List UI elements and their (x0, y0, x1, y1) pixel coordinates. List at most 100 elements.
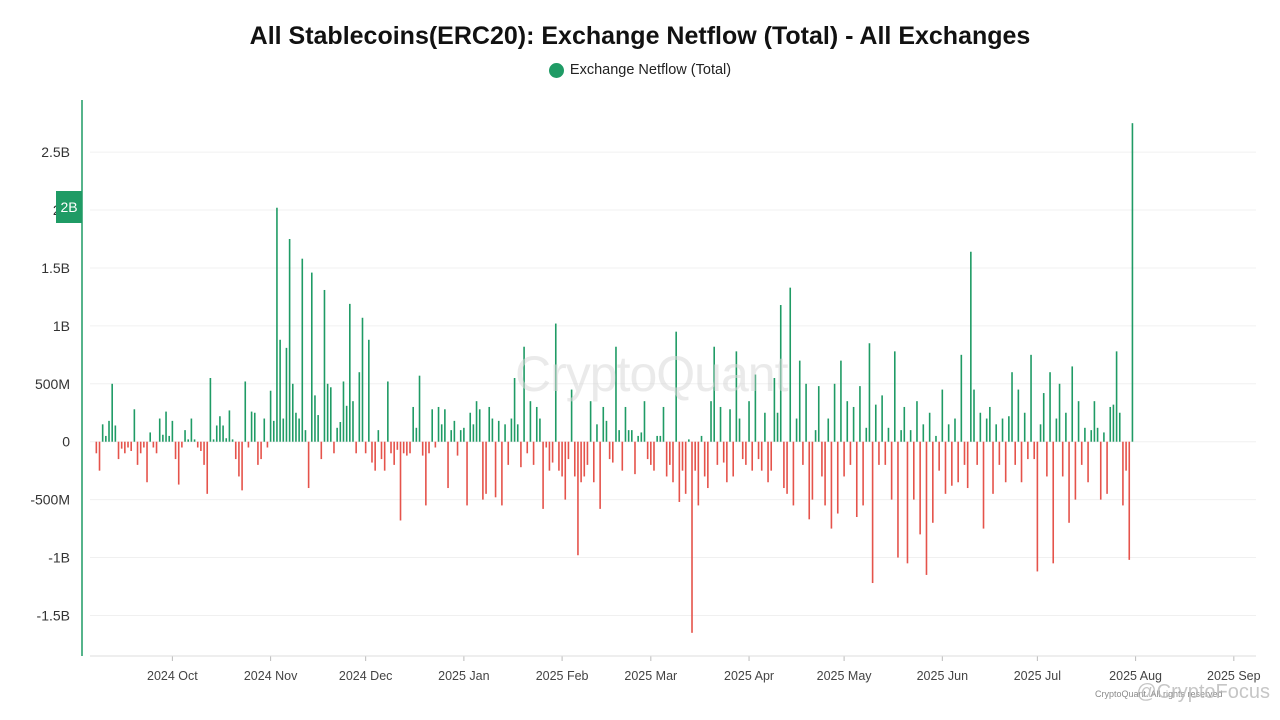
bar[interactable] (922, 424, 925, 442)
bar[interactable] (542, 441, 544, 509)
bar[interactable] (545, 441, 548, 448)
bar[interactable] (1087, 441, 1089, 483)
bar[interactable] (409, 441, 411, 454)
bar[interactable] (738, 418, 741, 442)
bar[interactable] (1112, 404, 1115, 442)
bar[interactable] (691, 441, 693, 633)
bar[interactable] (136, 441, 139, 465)
bar[interactable] (158, 418, 161, 442)
bar[interactable] (1049, 372, 1051, 442)
bar[interactable] (865, 427, 868, 442)
bar[interactable] (662, 406, 665, 442)
bar[interactable] (884, 441, 887, 465)
bar[interactable] (653, 441, 655, 471)
bar[interactable] (919, 441, 921, 535)
bar[interactable] (377, 430, 380, 442)
bar[interactable] (656, 435, 658, 442)
bar[interactable] (181, 441, 183, 448)
bar[interactable] (288, 239, 291, 442)
bar[interactable] (970, 251, 972, 442)
bar[interactable] (726, 441, 728, 483)
bar[interactable] (323, 289, 326, 442)
bar[interactable] (688, 439, 690, 442)
bar[interactable] (998, 441, 1001, 465)
bar[interactable] (444, 409, 446, 442)
bar[interactable] (707, 441, 709, 489)
bar[interactable] (779, 305, 782, 442)
bar[interactable] (371, 441, 373, 463)
bar[interactable] (301, 258, 304, 442)
bar[interactable] (836, 441, 839, 514)
bar[interactable] (554, 323, 557, 442)
bar[interactable] (190, 418, 193, 442)
bar[interactable] (250, 411, 253, 442)
bar[interactable] (951, 441, 953, 486)
bar[interactable] (1080, 441, 1083, 465)
bar[interactable] (1061, 441, 1064, 477)
bar[interactable] (1023, 412, 1026, 442)
bar[interactable] (130, 441, 132, 451)
bar[interactable] (238, 441, 240, 477)
bar[interactable] (333, 441, 335, 454)
bar[interactable] (1055, 418, 1058, 442)
bar[interactable] (1027, 441, 1029, 460)
bar[interactable] (909, 430, 912, 442)
bar[interactable] (1077, 401, 1080, 442)
bar[interactable] (871, 441, 874, 584)
bar[interactable] (1008, 416, 1010, 442)
bar[interactable] (291, 383, 294, 442)
bar[interactable] (650, 441, 652, 465)
bar[interactable] (703, 441, 706, 477)
bar[interactable] (1020, 441, 1023, 483)
bar[interactable] (612, 441, 614, 463)
bar[interactable] (681, 441, 684, 471)
bar[interactable] (665, 441, 668, 477)
bar[interactable] (795, 418, 798, 442)
bar[interactable] (219, 416, 221, 442)
bar[interactable] (516, 424, 519, 442)
bar[interactable] (425, 441, 427, 506)
bar[interactable] (1090, 430, 1093, 442)
bar[interactable] (1065, 412, 1067, 442)
bar[interactable] (114, 425, 117, 442)
bar[interactable] (821, 441, 823, 477)
bar[interactable] (808, 441, 811, 520)
bar[interactable] (897, 441, 899, 558)
bar[interactable] (539, 418, 541, 442)
bar[interactable] (710, 401, 712, 442)
bar[interactable] (155, 441, 158, 454)
bar[interactable] (434, 441, 437, 448)
bar[interactable] (1001, 418, 1004, 442)
bar[interactable] (501, 441, 503, 506)
bar[interactable] (966, 441, 969, 489)
bar[interactable] (244, 381, 247, 442)
bar[interactable] (374, 441, 376, 471)
bar[interactable] (684, 441, 687, 494)
bar[interactable] (589, 401, 592, 442)
bar[interactable] (713, 346, 715, 442)
bar[interactable] (494, 441, 497, 498)
bar[interactable] (279, 339, 281, 442)
bar[interactable] (1071, 366, 1074, 442)
bar[interactable] (307, 441, 310, 489)
bar[interactable] (957, 441, 959, 483)
bar[interactable] (925, 441, 928, 575)
bar[interactable] (567, 441, 570, 460)
bar[interactable] (393, 441, 395, 465)
bar[interactable] (558, 441, 560, 471)
bar[interactable] (764, 412, 766, 442)
legend[interactable]: Exchange Netflow (Total) (0, 62, 1280, 78)
bar[interactable] (811, 441, 814, 500)
bar[interactable] (269, 390, 272, 442)
bar[interactable] (982, 441, 985, 529)
bar[interactable] (577, 441, 579, 556)
bar[interactable] (1093, 401, 1096, 442)
bar[interactable] (1118, 412, 1121, 442)
bar[interactable] (203, 441, 205, 465)
bar[interactable] (507, 441, 510, 465)
bar[interactable] (320, 441, 323, 460)
bar[interactable] (1011, 372, 1013, 442)
bar[interactable] (596, 424, 598, 442)
bar[interactable] (165, 411, 167, 442)
bar[interactable] (345, 405, 348, 442)
